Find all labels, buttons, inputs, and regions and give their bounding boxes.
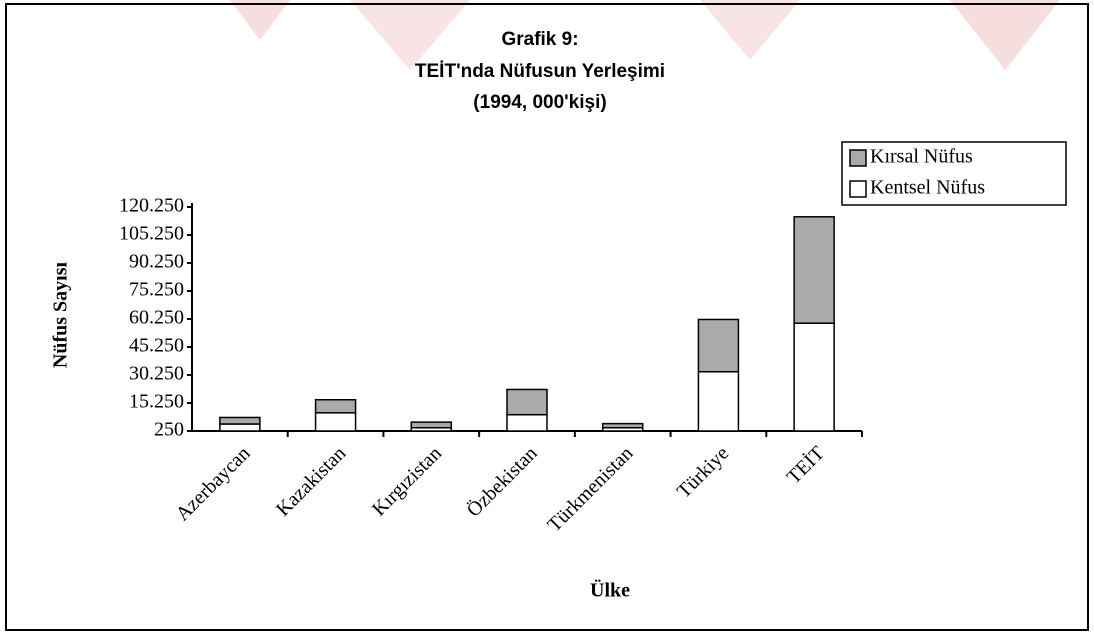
bar-segment: [219, 416, 261, 425]
bar-segment: [506, 388, 548, 416]
bar-segment: [697, 318, 740, 373]
x-tick-label: Kazakistan: [272, 442, 350, 520]
watermark: [950, 0, 1060, 70]
legend-label: Kentsel Nüfus: [870, 177, 985, 199]
y-tick-label: 45.250: [129, 335, 184, 357]
x-axis-label: Ülke: [590, 579, 630, 602]
legend-box: [841, 141, 1067, 206]
chart-title: Grafik 9:: [501, 29, 578, 50]
y-tick-label: 60.250: [129, 307, 184, 329]
legend-swatch: [849, 180, 867, 198]
x-tick-label: Azerbaycan: [172, 442, 255, 525]
x-tick-label: TEİT: [782, 442, 829, 489]
watermark: [700, 0, 800, 60]
x-tick-label: Türkmenistan: [543, 442, 637, 536]
legend-label: Kırsal Nüfus: [870, 146, 973, 168]
y-tick-label: 30.250: [129, 363, 184, 385]
y-tick-label: 120.250: [119, 195, 184, 217]
y-tick-label: 15.250: [129, 391, 184, 413]
watermark: [230, 0, 290, 40]
bar-segment: [219, 423, 261, 432]
y-tick-label: 105.250: [119, 223, 184, 245]
chart-title: (1994, 000'kişi): [473, 92, 606, 113]
bar-segment: [697, 370, 740, 432]
chart-title: TEİT'nda Nüfusun Yerleşimi: [415, 61, 665, 82]
x-tick-label: Türkiye: [673, 442, 733, 502]
y-tick-label: 75.250: [129, 279, 184, 301]
x-tick-label: Kırgızistan: [368, 442, 446, 520]
bar-segment: [793, 322, 835, 432]
bar-segment: [410, 421, 453, 429]
bar-segment: [506, 413, 548, 432]
bar-segment: [314, 398, 357, 414]
bar-segment: [793, 216, 835, 324]
y-tick-label: 250: [154, 419, 184, 441]
frame: [5, 3, 1089, 631]
bar-segment: [314, 412, 357, 432]
bar-segment: [601, 422, 644, 429]
watermark: [350, 0, 470, 70]
legend-swatch: [849, 149, 867, 167]
x-tick-label: Özbekistan: [462, 442, 542, 522]
y-tick-label: 90.250: [129, 251, 184, 273]
y-axis-label: Nüfus Sayısı: [50, 261, 72, 368]
